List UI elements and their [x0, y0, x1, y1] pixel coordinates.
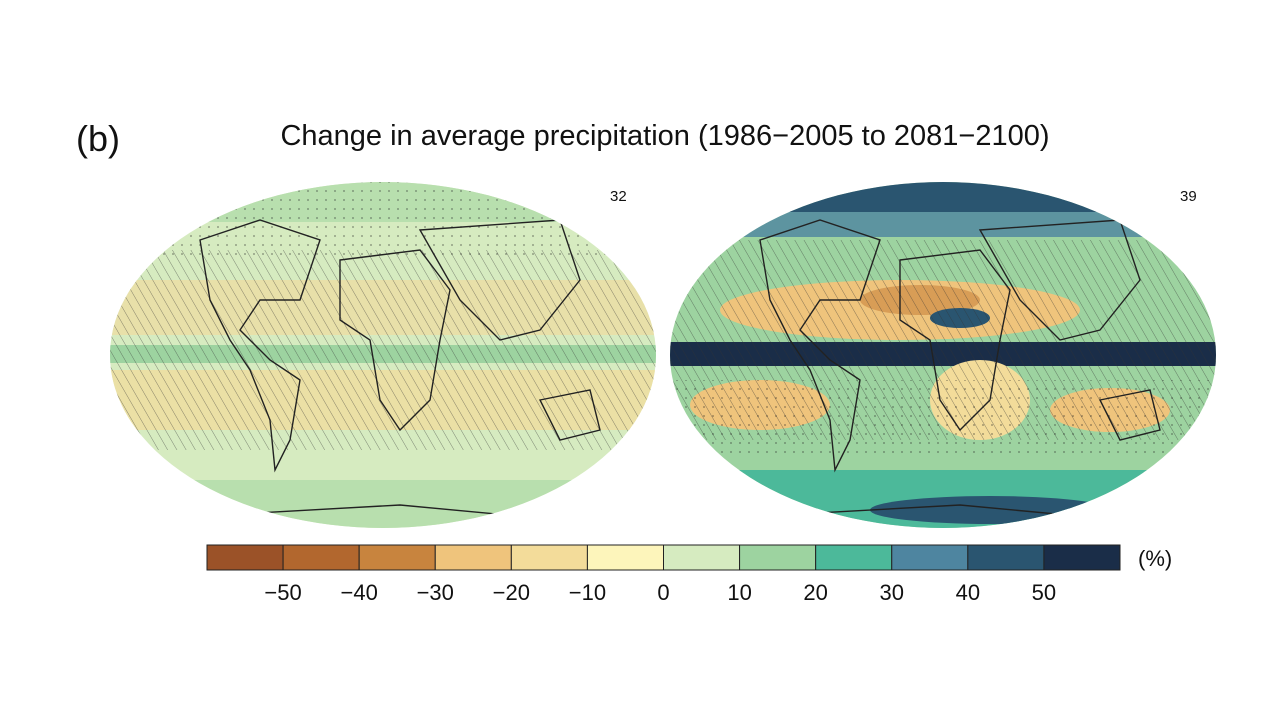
colorbar-tick-label: −10	[568, 580, 607, 605]
colorbar-cell	[1043, 544, 1121, 571]
colorbar	[206, 544, 1121, 571]
model-count-left: 32	[610, 188, 627, 205]
colorbar-tick-label: 0	[657, 580, 670, 605]
colorbar-tick-label: 10	[727, 580, 752, 605]
colorbar-cell	[282, 544, 360, 571]
colorbar-tick-label: −40	[340, 580, 378, 605]
model-count-right: 39	[1180, 188, 1197, 205]
map-rcp26	[110, 182, 656, 528]
colorbar-tick-label: 50	[1031, 580, 1057, 605]
colorbar-cell	[815, 544, 893, 571]
colorbar-tick-label: −30	[416, 580, 454, 605]
colorbar-cell	[206, 544, 284, 571]
colorbar-cell	[891, 544, 969, 571]
colorbar-cell	[358, 544, 436, 571]
colorbar-cell	[510, 544, 588, 571]
colorbar-tick-label: −20	[492, 580, 530, 605]
colorbar-cell	[739, 544, 817, 571]
colorbar-cell	[967, 544, 1045, 571]
colorbar-tick-label: 20	[803, 580, 828, 605]
colorbar-cell	[434, 544, 512, 571]
colorbar-tick-label: −50	[264, 580, 302, 605]
panel-label: (b)	[76, 118, 120, 159]
colorbar-cell	[586, 544, 665, 571]
colorbar-tick-label: 30	[879, 580, 904, 605]
colorbar-cell	[663, 544, 741, 571]
map-rcp85	[670, 182, 1216, 528]
figure-title: Change in average precipitation (1986−20…	[280, 120, 1050, 152]
colorbar-unit: (%)	[1138, 546, 1173, 571]
colorbar-tick-label: 40	[955, 580, 981, 605]
